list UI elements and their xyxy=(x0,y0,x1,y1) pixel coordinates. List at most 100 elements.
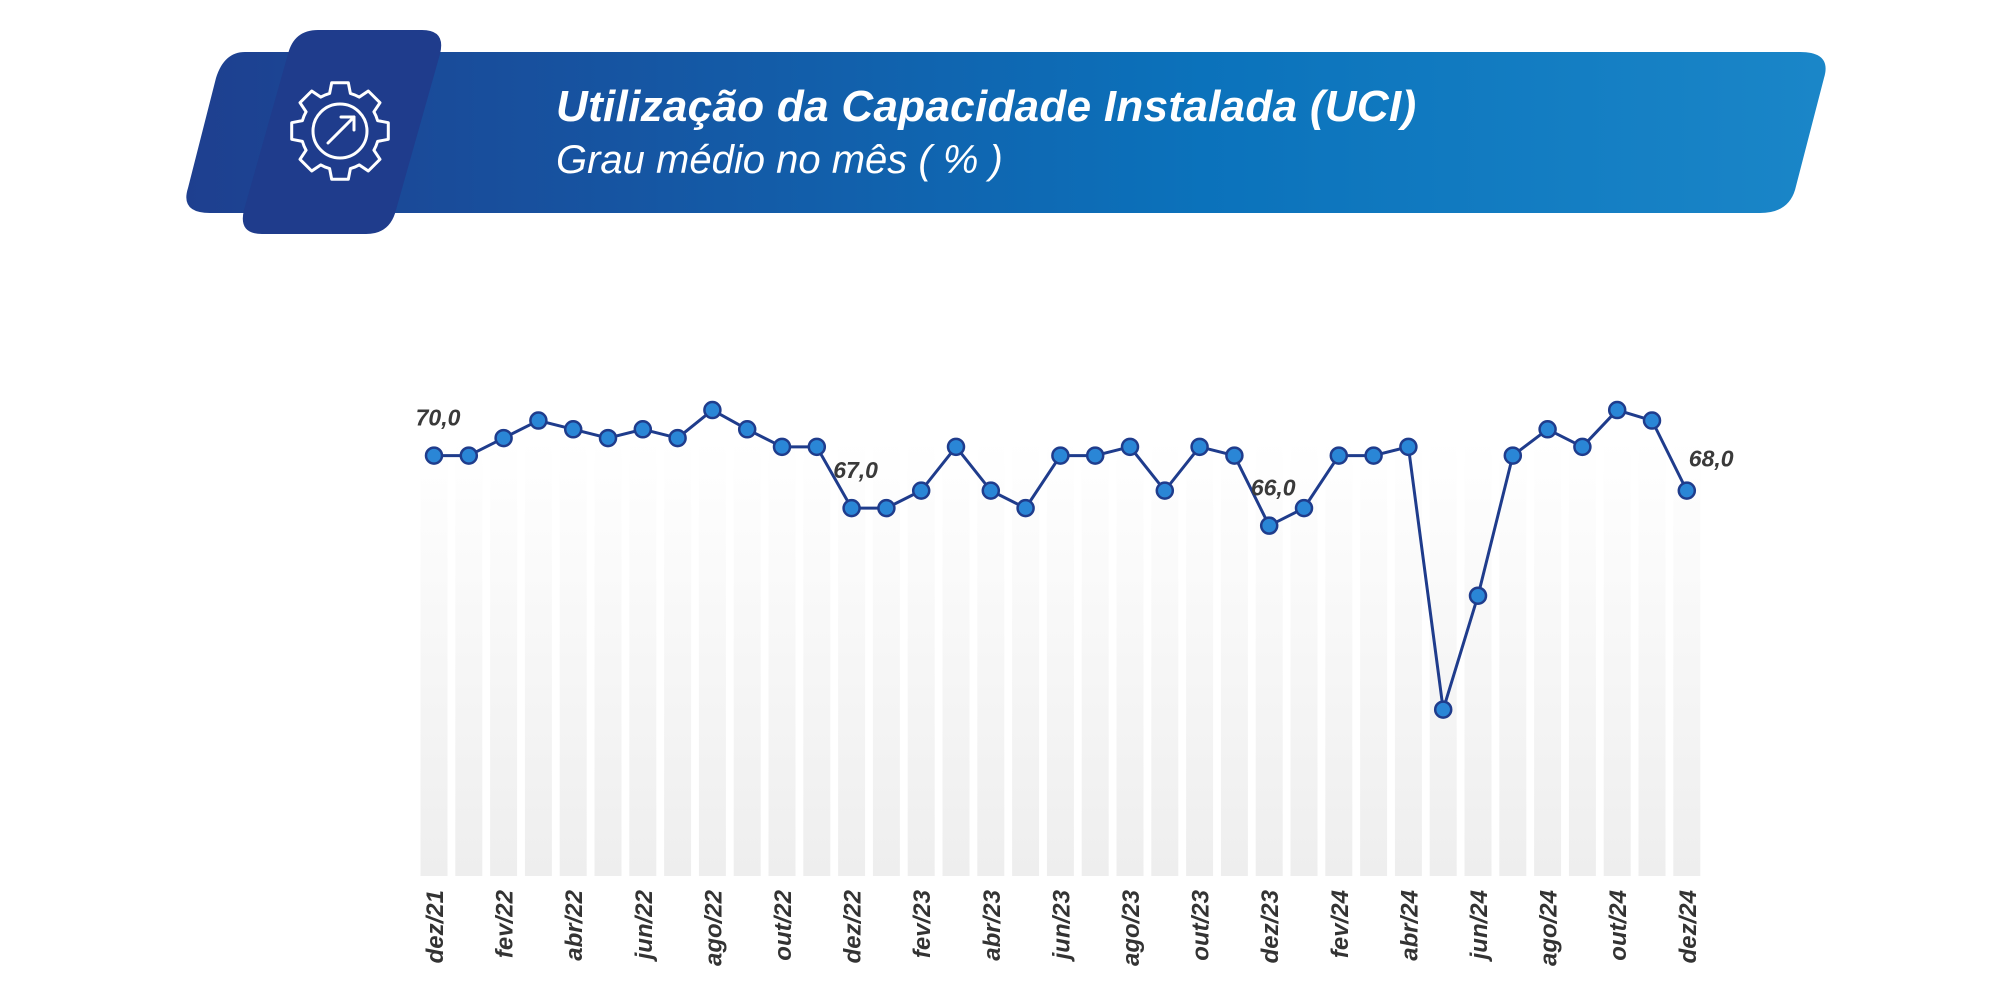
background-column xyxy=(1394,440,1422,876)
data-label: 70,0 xyxy=(416,405,461,431)
x-tick-label: abr/23 xyxy=(979,889,1006,960)
background-column xyxy=(1638,440,1666,876)
background-column xyxy=(420,440,448,876)
data-label: 66,0 xyxy=(1251,475,1296,501)
x-tick-label: jun/22 xyxy=(631,889,658,962)
background-column xyxy=(1151,440,1179,876)
x-tick-label: dez/24 xyxy=(1675,890,1702,963)
background-columns xyxy=(420,440,1701,876)
background-column xyxy=(1534,440,1562,876)
x-tick-label: jun/24 xyxy=(1466,890,1493,962)
x-tick-label: fev/23 xyxy=(909,889,936,958)
background-column xyxy=(803,440,831,876)
x-tick-label: abr/22 xyxy=(561,889,588,960)
data-point xyxy=(1225,446,1244,465)
background-column xyxy=(1046,440,1074,876)
x-tick-label: out/22 xyxy=(770,889,797,960)
data-point xyxy=(1190,437,1209,457)
background-column xyxy=(559,440,587,876)
data-point xyxy=(1364,446,1383,465)
data-point xyxy=(946,437,966,457)
x-tick-label: jun/23 xyxy=(1048,889,1075,962)
data-label: 67,0 xyxy=(833,457,878,483)
background-column xyxy=(1499,440,1527,876)
x-axis-tick-labels: dez/21 fev/22 abr/22 jun/22 ago/22 out/22 dez/… xyxy=(422,889,1702,966)
data-point xyxy=(529,411,548,430)
banner-band xyxy=(186,52,1826,213)
background-column xyxy=(698,440,726,876)
data-point xyxy=(1155,481,1175,500)
data-point xyxy=(1468,586,1488,605)
background-column xyxy=(1464,440,1492,876)
data-point xyxy=(1051,446,1070,465)
data-point xyxy=(911,481,931,500)
background-column xyxy=(1220,440,1248,876)
x-tick-label: out/24 xyxy=(1605,890,1632,961)
background-column xyxy=(455,440,483,876)
background-column xyxy=(1255,440,1283,876)
background-column xyxy=(1568,440,1596,876)
background-column xyxy=(524,440,552,876)
background-column xyxy=(1116,440,1144,876)
data-point xyxy=(424,446,444,465)
background-column xyxy=(1603,440,1631,876)
data-point xyxy=(1294,498,1314,518)
data-point xyxy=(633,420,653,439)
header-banner: Utilização da Capacidade Instalada (UCI)… xyxy=(0,0,2000,260)
data-point xyxy=(842,498,861,518)
data-point xyxy=(1329,446,1349,465)
x-tick-label: dez/21 xyxy=(422,890,449,963)
data-point xyxy=(703,400,722,420)
data-point xyxy=(1016,498,1035,518)
data-point xyxy=(772,437,792,457)
x-tick-label: abr/24 xyxy=(1396,890,1423,961)
x-tick-label: ago/24 xyxy=(1536,890,1563,966)
background-column xyxy=(594,440,622,876)
data-point xyxy=(1120,437,1140,457)
data-point xyxy=(1538,420,1557,439)
data-point xyxy=(737,420,757,439)
data-point xyxy=(668,428,687,448)
x-tick-label: ago/22 xyxy=(700,889,727,966)
x-tick-label: dez/23 xyxy=(1257,889,1284,963)
background-column xyxy=(1429,440,1457,876)
icon-tile xyxy=(242,30,442,234)
background-column xyxy=(1186,440,1214,876)
data-point xyxy=(1677,481,1697,500)
gear-arrow-icon xyxy=(290,81,390,181)
background-column xyxy=(977,440,1005,876)
background-column xyxy=(768,440,796,876)
x-tick-label: out/23 xyxy=(1188,889,1215,960)
background-column xyxy=(1673,440,1701,876)
chart-title: Utilização da Capacidade Instalada (UCI) xyxy=(556,82,1417,131)
chart-subtitle: Grau médio no mês ( % ) xyxy=(556,138,1003,182)
background-column xyxy=(664,440,692,876)
x-tick-label: fev/22 xyxy=(492,889,519,958)
data-point xyxy=(1642,411,1662,430)
background-column xyxy=(907,440,935,876)
background-column xyxy=(1360,440,1388,876)
x-tick-label: fev/24 xyxy=(1327,890,1354,958)
data-point xyxy=(1607,400,1627,420)
background-column xyxy=(1081,440,1109,876)
background-column xyxy=(1325,440,1353,876)
data-point xyxy=(1573,437,1592,457)
data-point xyxy=(1399,437,1418,457)
data-point xyxy=(1085,446,1105,465)
data-point xyxy=(807,437,827,457)
data-labels: 70,0 67,0 66,0 68,0 xyxy=(416,405,1734,501)
data-point xyxy=(459,446,479,465)
data-point xyxy=(981,481,1001,500)
data-point xyxy=(877,498,896,518)
background-column xyxy=(490,440,518,876)
data-point xyxy=(563,420,583,439)
x-tick-label: dez/22 xyxy=(840,889,867,963)
banner-background xyxy=(186,30,1826,234)
data-point xyxy=(598,428,618,448)
data-label: 68,0 xyxy=(1689,446,1734,472)
background-column xyxy=(733,440,761,876)
data-point xyxy=(1259,516,1279,535)
data-point xyxy=(1503,446,1523,465)
data-point xyxy=(494,428,513,448)
